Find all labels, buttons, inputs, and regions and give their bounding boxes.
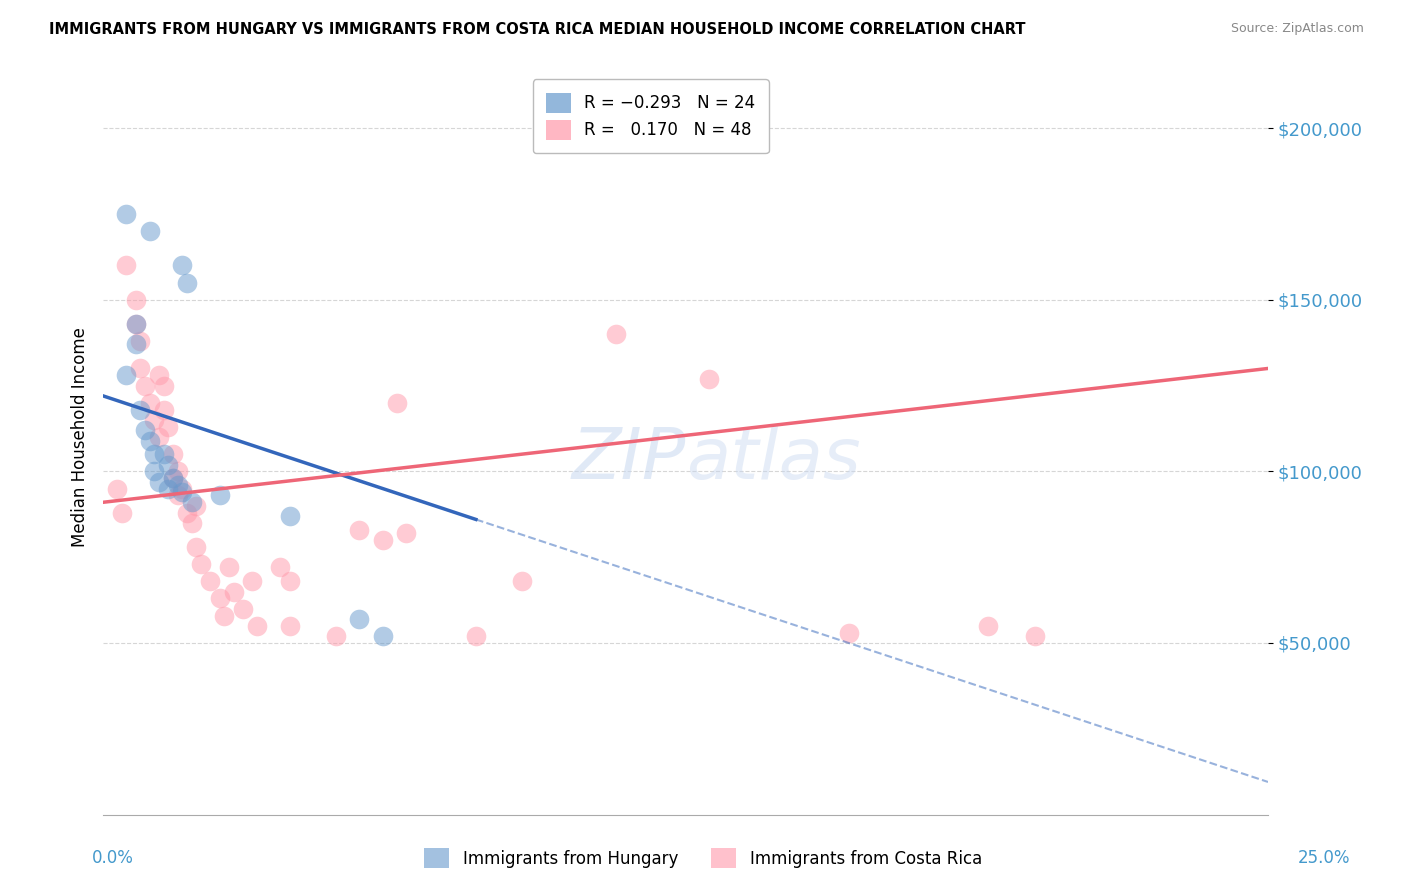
Text: IMMIGRANTS FROM HUNGARY VS IMMIGRANTS FROM COSTA RICA MEDIAN HOUSEHOLD INCOME CO: IMMIGRANTS FROM HUNGARY VS IMMIGRANTS FR… xyxy=(49,22,1026,37)
Point xyxy=(186,499,208,513)
Point xyxy=(111,506,134,520)
Point xyxy=(138,396,160,410)
Point xyxy=(180,516,202,530)
Point xyxy=(176,506,198,520)
Point xyxy=(105,482,128,496)
Point xyxy=(385,396,408,410)
Point xyxy=(172,259,194,273)
Point xyxy=(697,372,720,386)
Y-axis label: Median Household Income: Median Household Income xyxy=(72,327,89,547)
Point xyxy=(115,259,138,273)
Point xyxy=(148,368,170,383)
Legend: Immigrants from Hungary, Immigrants from Costa Rica: Immigrants from Hungary, Immigrants from… xyxy=(416,839,990,877)
Point xyxy=(125,317,148,331)
Point xyxy=(371,629,394,643)
Point xyxy=(115,368,138,383)
Point xyxy=(464,629,486,643)
Point xyxy=(125,293,148,307)
Point xyxy=(148,475,170,489)
Point xyxy=(134,423,156,437)
Point xyxy=(180,495,202,509)
Point xyxy=(172,482,194,496)
Point xyxy=(172,485,194,500)
Point xyxy=(605,327,627,342)
Point xyxy=(186,540,208,554)
Point xyxy=(214,608,236,623)
Point xyxy=(157,419,180,434)
Point xyxy=(157,482,180,496)
Point xyxy=(138,434,160,448)
Point xyxy=(129,334,152,348)
Point xyxy=(269,560,291,574)
Point xyxy=(134,378,156,392)
Text: 25.0%: 25.0% xyxy=(1298,849,1350,867)
Point xyxy=(157,458,180,472)
Text: 0.0%: 0.0% xyxy=(91,849,134,867)
Point xyxy=(162,447,184,461)
Point xyxy=(176,276,198,290)
Point xyxy=(125,337,148,351)
Point xyxy=(166,464,188,478)
Point xyxy=(246,619,269,633)
Point xyxy=(278,508,301,523)
Point xyxy=(278,574,301,589)
Point xyxy=(115,207,138,221)
Point xyxy=(218,560,240,574)
Text: Source: ZipAtlas.com: Source: ZipAtlas.com xyxy=(1230,22,1364,36)
Point xyxy=(143,413,166,427)
Point xyxy=(208,591,231,606)
Point xyxy=(129,361,152,376)
Point xyxy=(240,574,263,589)
Point xyxy=(371,533,394,547)
Point xyxy=(977,619,1000,633)
Point xyxy=(152,447,174,461)
Point xyxy=(512,574,534,589)
Point xyxy=(208,488,231,502)
Point xyxy=(200,574,222,589)
Text: ZIP: ZIP xyxy=(571,425,686,494)
Point xyxy=(125,317,148,331)
Point xyxy=(222,584,245,599)
Legend: R = −0.293   N = 24, R =   0.170   N = 48: R = −0.293 N = 24, R = 0.170 N = 48 xyxy=(533,79,769,153)
Point xyxy=(162,471,184,485)
Text: atlas: atlas xyxy=(686,425,860,494)
Point xyxy=(232,601,254,615)
Point xyxy=(138,224,160,238)
Point xyxy=(349,523,371,537)
Point xyxy=(143,464,166,478)
Point xyxy=(166,478,188,492)
Point xyxy=(152,402,174,417)
Point xyxy=(129,402,152,417)
Point xyxy=(395,526,418,541)
Point xyxy=(1024,629,1046,643)
Point xyxy=(190,557,212,571)
Point xyxy=(152,378,174,392)
Point xyxy=(143,447,166,461)
Point xyxy=(162,471,184,485)
Point xyxy=(278,619,301,633)
Point xyxy=(148,430,170,444)
Point xyxy=(325,629,347,643)
Point xyxy=(349,612,371,626)
Point xyxy=(838,625,860,640)
Point xyxy=(166,488,188,502)
